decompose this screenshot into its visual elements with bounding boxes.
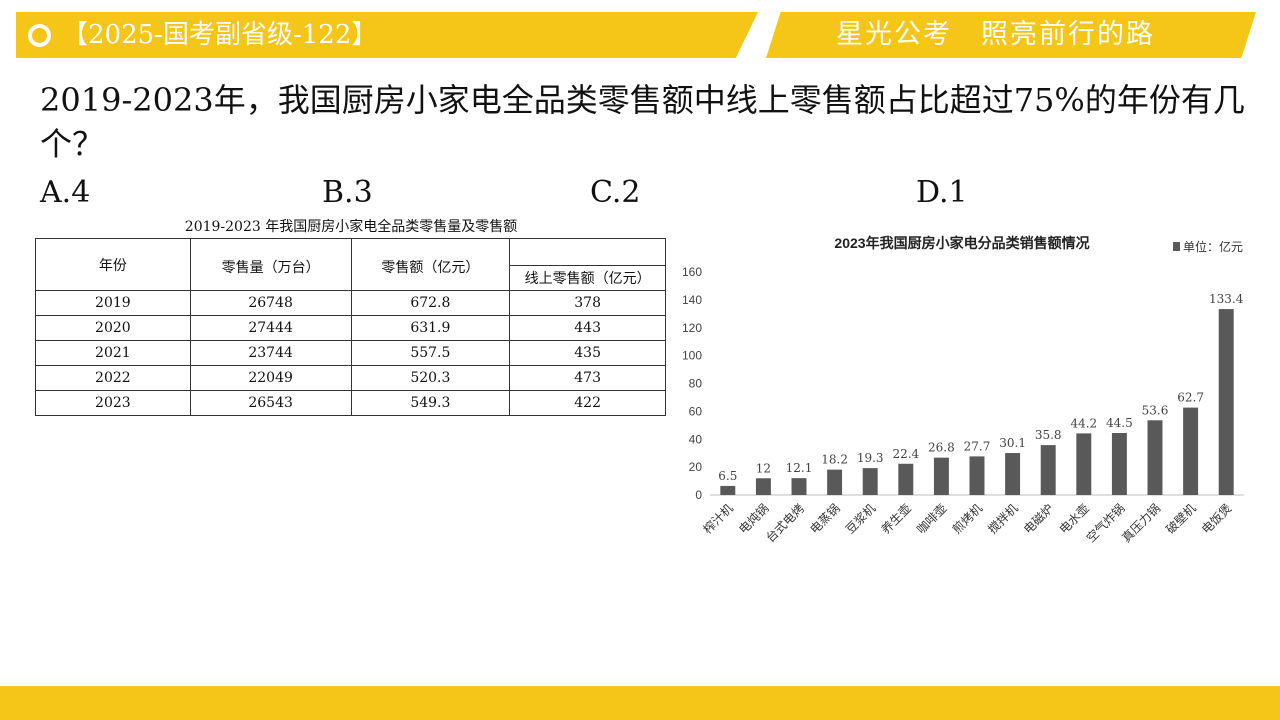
table-row: 2019 26748 672.8 378 <box>35 290 666 316</box>
table-row: 2023 26543 549.3 422 <box>35 390 666 416</box>
data-label: 30.1 <box>999 436 1026 450</box>
cell-volume: 22049 <box>189 365 352 391</box>
y-tick-label: 80 <box>689 377 703 391</box>
x-tick-label: 台式电烤 <box>763 501 808 546</box>
y-tick-label: 160 <box>682 265 702 279</box>
y-tick-label: 120 <box>682 321 702 335</box>
bar <box>1111 432 1127 495</box>
table-row: 2022 22049 520.3 473 <box>35 365 666 391</box>
x-tick-label: 破壁机 <box>1163 501 1199 537</box>
bar <box>898 463 914 495</box>
data-label: 26.8 <box>928 441 955 455</box>
data-label: 44.2 <box>1070 416 1097 430</box>
table-title: 2019-2023 年我国厨房小家电全品类零售量及零售额 <box>184 219 518 235</box>
exam-tag: 【2025-国考副省级-122】 <box>62 20 378 50</box>
sales-table: 年份 零售量（万台） 零售额（亿元） 线上零售额（亿元） 2019 26748 … <box>35 238 666 416</box>
data-label: 18.2 <box>821 453 848 467</box>
option-c[interactable]: C.2 <box>590 175 641 210</box>
data-label: 133.4 <box>1209 292 1244 306</box>
x-tick-label: 电蒸锅 <box>807 501 843 537</box>
footer-bar <box>0 686 1280 720</box>
data-label: 12 <box>756 461 771 475</box>
bar <box>1147 420 1163 495</box>
data-label: 35.8 <box>1035 428 1062 442</box>
x-tick-label: 煎烤机 <box>949 501 985 537</box>
cell-year: 2021 <box>35 340 191 366</box>
y-tick-label: 100 <box>682 349 702 363</box>
x-tick-label: 豆浆机 <box>842 501 878 537</box>
bar <box>755 478 771 495</box>
x-tick-label: 养生壶 <box>878 501 914 537</box>
bar <box>969 456 985 495</box>
x-tick-label: 真压力锅 <box>1119 501 1164 546</box>
data-label: 19.3 <box>857 451 884 465</box>
x-tick-label: 电磁炉 <box>1020 501 1056 537</box>
cell-sales: 557.5 <box>350 340 511 366</box>
header-banner-left <box>16 12 758 58</box>
cell-online: 473 <box>509 365 666 391</box>
data-label: 62.7 <box>1177 391 1204 405</box>
bar <box>1005 453 1021 495</box>
bar <box>720 485 736 495</box>
x-tick-label: 榨汁机 <box>700 501 736 537</box>
cell-online: 378 <box>509 290 666 316</box>
option-b[interactable]: B.3 <box>322 175 373 210</box>
legend-swatch <box>1173 242 1180 251</box>
x-tick-label: 咖啡壶 <box>913 501 949 537</box>
bar <box>1183 407 1199 495</box>
chart-title: 2023年我国厨房小家电分品类销售额情况 <box>834 235 1089 251</box>
slogan: 星光公考 照亮前行的路 <box>836 19 1155 50</box>
option-a[interactable]: A.4 <box>40 175 91 210</box>
cell-year: 2020 <box>35 315 191 341</box>
cell-online: 443 <box>509 315 666 341</box>
table-row: 2021 23744 557.5 435 <box>35 340 666 366</box>
data-label: 53.6 <box>1142 403 1169 417</box>
x-tick-label: 电饭煲 <box>1198 501 1234 537</box>
header-banner-right <box>766 12 1256 58</box>
data-label: 12.1 <box>786 461 813 475</box>
bar <box>1040 445 1056 495</box>
header-volume: 零售量（万台） <box>189 238 352 291</box>
question-text: 2019-2023年，我国厨房小家电全品类零售额中线上零售额占比超过75%的年份… <box>40 81 1245 163</box>
cell-volume: 26543 <box>189 390 352 416</box>
cell-sales: 549.3 <box>350 390 511 416</box>
bar <box>862 468 878 495</box>
legend-label: 单位：亿元 <box>1183 239 1243 254</box>
x-tick-label: 搅拌机 <box>985 501 1021 537</box>
bar <box>1076 433 1092 495</box>
header-sales: 零售额（亿元） <box>350 238 511 291</box>
y-tick-label: 0 <box>695 488 702 502</box>
data-label: 22.4 <box>892 447 919 461</box>
data-label: 44.5 <box>1106 416 1133 430</box>
header-online-sales: 线上零售额（亿元） <box>509 265 666 291</box>
y-tick-label: 40 <box>689 432 703 446</box>
cell-online: 435 <box>509 340 666 366</box>
y-tick-label: 60 <box>689 404 703 418</box>
cell-online: 422 <box>509 390 666 416</box>
bar <box>791 478 807 495</box>
bar <box>1218 309 1234 495</box>
y-tick-label: 140 <box>682 293 702 307</box>
data-label: 6.5 <box>718 469 737 483</box>
cell-year: 2023 <box>35 390 191 416</box>
ring-icon <box>28 24 51 47</box>
cell-sales: 672.8 <box>350 290 511 316</box>
y-tick-label: 20 <box>689 460 703 474</box>
header-year: 年份 <box>35 238 191 291</box>
option-d[interactable]: D.1 <box>916 175 968 210</box>
data-label: 27.7 <box>964 439 991 453</box>
bar <box>827 469 843 495</box>
x-tick-label: 空气炸锅 <box>1083 501 1128 546</box>
bar <box>933 457 949 495</box>
cell-volume: 26748 <box>189 290 352 316</box>
